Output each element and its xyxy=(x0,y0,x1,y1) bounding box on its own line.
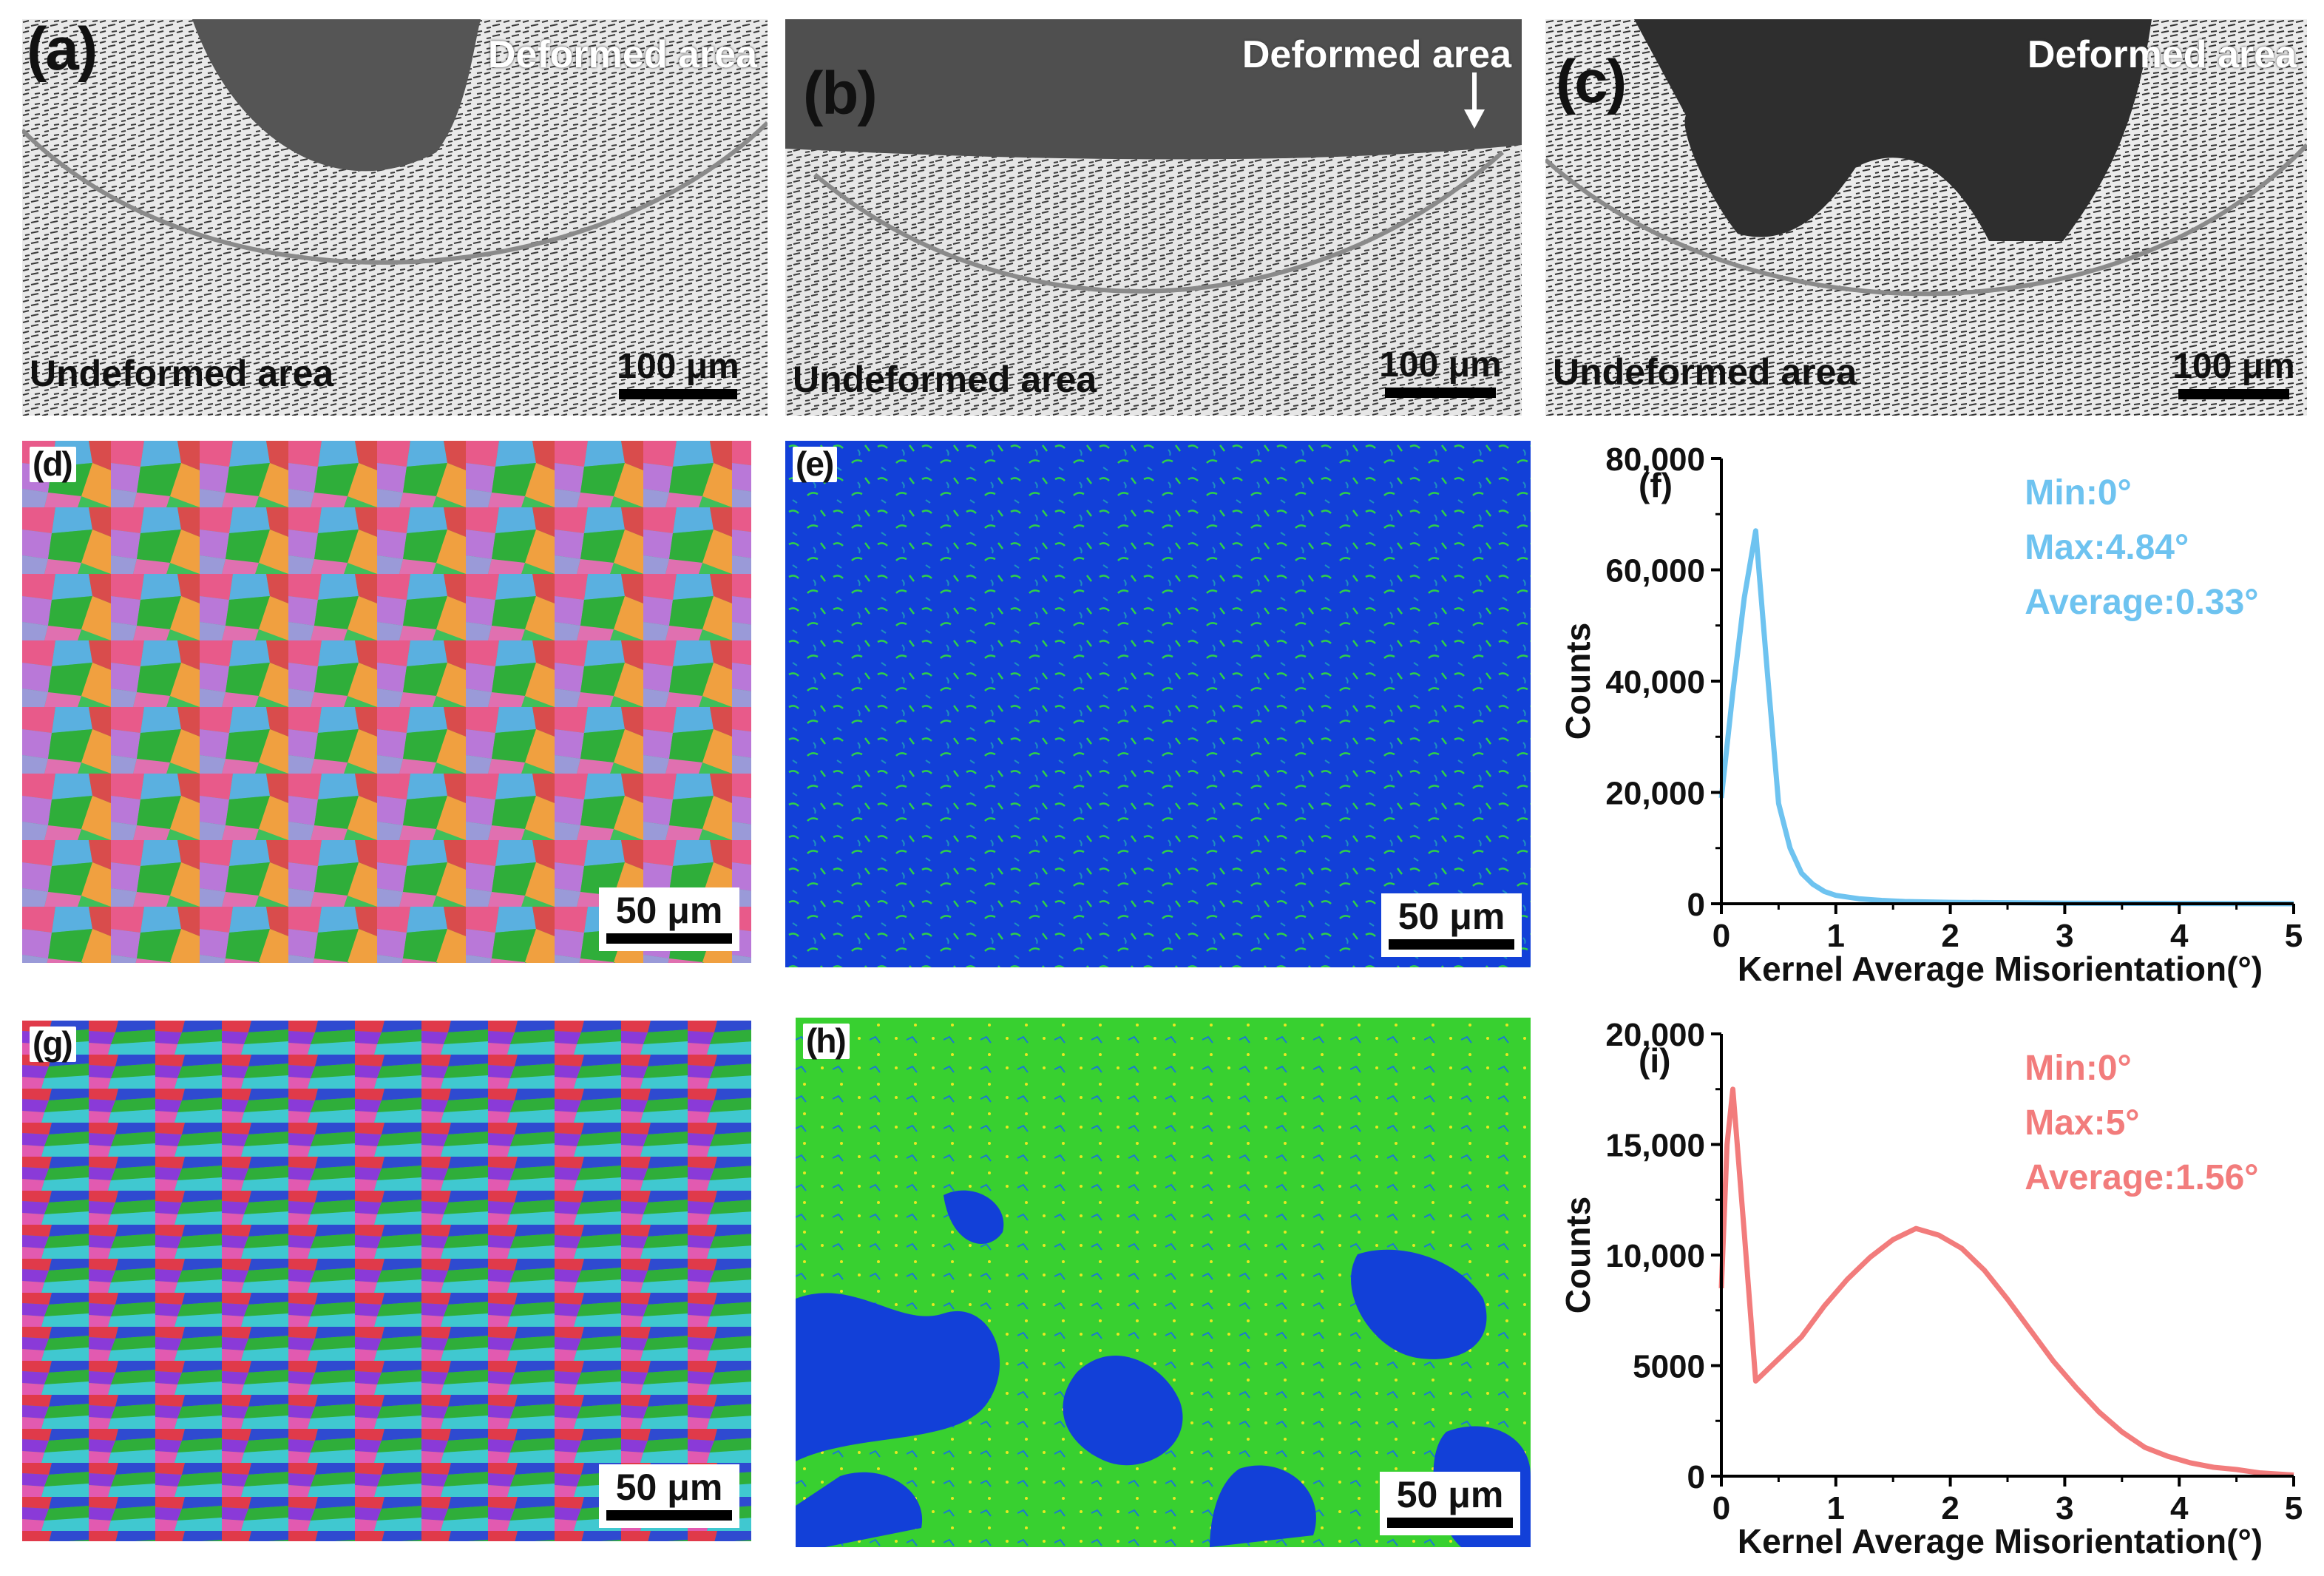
scale-bar-line xyxy=(606,933,732,944)
kam-distribution-chart-f: (f) 0 1 2 3 4 5 0 20,000 40,000 60,000 80,000 Kernel… xyxy=(1538,441,2322,1003)
panel-label: (a) xyxy=(27,19,98,83)
panel-label: (d) xyxy=(30,447,76,482)
x-tick-label: 2 xyxy=(1941,1490,1959,1526)
x-tick-label: 0 xyxy=(1712,918,1730,954)
ipf-map-image xyxy=(22,441,751,963)
x-axis-label: Kernel Average Misorientation(°) xyxy=(1738,950,2263,988)
scale-bar-line xyxy=(2178,389,2289,399)
y-tick-label: 10,000 xyxy=(1605,1238,1705,1274)
y-tick-label: 20,000 xyxy=(1605,1017,1705,1053)
ebsd-ipf-map-g: (g) 50 μm xyxy=(22,1021,751,1541)
y-tick-label: 20,000 xyxy=(1605,776,1705,812)
scale-bar-line xyxy=(1387,1518,1513,1528)
scale-bar: 100 μm xyxy=(2164,349,2304,399)
kam-map-h: (h) 50 μm xyxy=(796,1018,1531,1547)
scale-bar-text: 100 μm xyxy=(2172,347,2295,386)
kam-series-line xyxy=(1718,1086,2294,1478)
y-axis-label: Counts xyxy=(1559,623,1597,740)
stats-annotation: Average:1.56° xyxy=(2025,1158,2258,1197)
kam-map-image xyxy=(796,1018,1531,1547)
panel-label: (e) xyxy=(793,447,838,482)
kam-chart-svg: (i) 0 1 2 3 4 5 0 5000 10,000 15,000 20,000 Kernel A… xyxy=(1559,1017,2303,1560)
panel-label: (f) xyxy=(1639,466,1673,504)
panel-label: (c) xyxy=(1556,48,1627,115)
deformed-area-label: Deformed area xyxy=(2027,33,2297,76)
panel-label: (i) xyxy=(1639,1041,1670,1080)
x-tick-label: 3 xyxy=(2056,918,2073,954)
x-tick-label: 5 xyxy=(2285,1490,2303,1526)
x-tick-label: 0 xyxy=(1712,1490,1730,1526)
y-tick-label: 5000 xyxy=(1633,1349,1705,1385)
deformed-area-label: Deformed area xyxy=(487,33,757,76)
x-tick-label: 5 xyxy=(2285,918,2303,954)
scale-bar-line xyxy=(619,389,737,399)
x-axis-label: Kernel Average Misorientation(°) xyxy=(1738,1522,2263,1560)
panel-label: (b) xyxy=(803,60,878,127)
y-tick-label: 60,000 xyxy=(1605,553,1705,589)
panel-label: (h) xyxy=(803,1024,850,1059)
scale-bar-line xyxy=(1385,388,1496,398)
scale-bar-text: 50 μm xyxy=(615,890,723,931)
stats-annotation: Average:0.33° xyxy=(2025,583,2258,622)
ebsd-ipf-map-d: (d) 50 μm xyxy=(22,441,751,963)
scale-bar: 50 μm xyxy=(599,1464,739,1528)
arrow-down-icon xyxy=(1464,72,1485,129)
micrograph-image xyxy=(22,19,768,416)
undeformed-area-label: Undeformed area xyxy=(793,359,1097,400)
stats-annotation: Min:0° xyxy=(2025,1049,2132,1088)
y-axis-label: Counts xyxy=(1559,1197,1597,1313)
micrograph-c: (c) Deformed area Undeformed area 100 μm xyxy=(1545,19,2307,416)
stats-annotation: Max:5° xyxy=(2025,1103,2139,1143)
scale-bar-text: 50 μm xyxy=(615,1467,723,1508)
micrograph-b: (b) Deformed area Undeformed area 100 μm xyxy=(785,19,1522,416)
stats-annotation: Min:0° xyxy=(2025,473,2132,513)
kam-distribution-chart-i: (i) 0 1 2 3 4 5 0 5000 10,000 15,000 20,000 Kernel A… xyxy=(1538,1017,2322,1572)
undeformed-area-label: Undeformed area xyxy=(1553,351,1857,393)
x-tick-label: 4 xyxy=(2170,1490,2189,1526)
x-tick-label: 1 xyxy=(1827,918,1845,954)
micrograph-image xyxy=(1545,19,2307,416)
micrograph-image xyxy=(785,19,1522,416)
scale-bar-line xyxy=(606,1510,732,1521)
undeformed-area-label: Undeformed area xyxy=(30,353,334,394)
x-tick-label: 4 xyxy=(2170,918,2189,954)
scale-bar-text: 50 μm xyxy=(1396,1474,1504,1515)
scale-bar-line xyxy=(1389,939,1514,950)
y-tick-label: 0 xyxy=(1687,1459,1705,1495)
kam-map-e: (e) 50 μm xyxy=(785,441,1531,967)
kam-chart-svg: (f) 0 1 2 3 4 5 0 20,000 40,000 60,000 80,000 Kernel… xyxy=(1559,442,2303,988)
stats-annotation: Max:4.84° xyxy=(2025,528,2189,567)
scale-bar: 50 μm xyxy=(1381,893,1522,957)
scale-bar: 50 μm xyxy=(1380,1472,1520,1535)
y-tick-label: 80,000 xyxy=(1605,442,1705,478)
x-tick-label: 3 xyxy=(2056,1490,2073,1526)
scale-bar-text: 100 μm xyxy=(617,347,739,386)
panel-label: (g) xyxy=(30,1027,76,1062)
deformed-area-label: Deformed area xyxy=(1241,33,1511,76)
scale-bar: 50 μm xyxy=(599,887,739,951)
y-tick-label: 15,000 xyxy=(1605,1128,1705,1164)
scale-bar: 100 μm xyxy=(608,349,748,399)
y-tick-label: 40,000 xyxy=(1605,664,1705,700)
ipf-map-image xyxy=(22,1021,751,1541)
kam-map-image xyxy=(785,441,1531,967)
scale-bar-text: 50 μm xyxy=(1398,896,1505,937)
x-tick-label: 2 xyxy=(1941,918,1959,954)
scale-bar: 100 μm xyxy=(1366,348,1514,398)
x-tick-label: 1 xyxy=(1827,1490,1845,1526)
scale-bar-text: 100 μm xyxy=(1379,345,1502,385)
y-tick-label: 0 xyxy=(1687,887,1705,923)
micrograph-a: (a) Deformed area Undeformed area 100 μm xyxy=(22,19,768,416)
